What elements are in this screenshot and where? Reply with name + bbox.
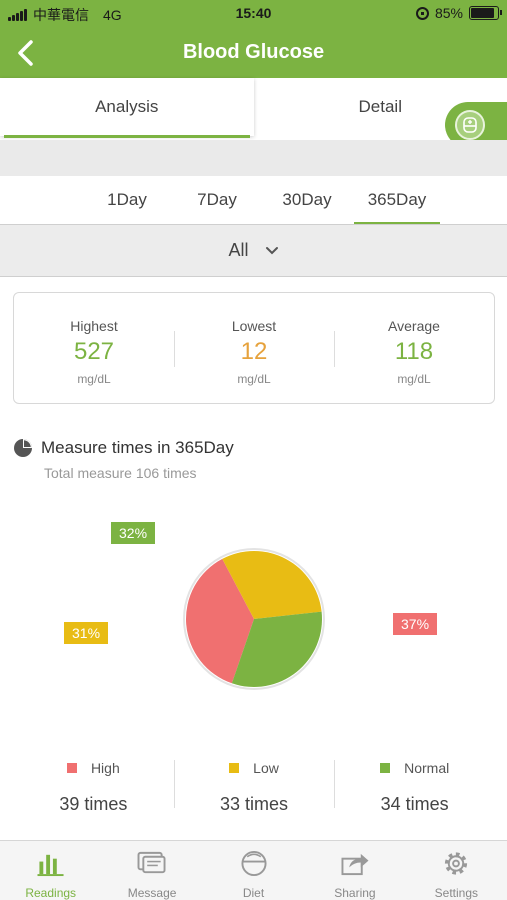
- carrier-name: 中華電信: [33, 7, 89, 23]
- pie-slice-high: [186, 558, 254, 684]
- period-1day[interactable]: 1Day: [107, 190, 147, 209]
- tab-detail[interactable]: Detail: [358, 97, 402, 116]
- share-icon: [341, 853, 369, 876]
- battery-icon: [469, 6, 502, 20]
- legend-count: 33 times: [219, 794, 289, 814]
- legend-count: 34 times: [380, 794, 449, 814]
- bar-chart-icon: [37, 854, 64, 877]
- stat-label: Lowest: [231, 318, 277, 334]
- network-type: 4G: [103, 7, 122, 23]
- clock: 15:40: [235, 5, 272, 21]
- pie-slice-normal: [231, 611, 322, 687]
- nav-sharing[interactable]: Sharing: [304, 841, 405, 900]
- battery-percent: 85%: [434, 5, 463, 21]
- message-icon: [137, 851, 166, 874]
- rotation-lock-icon: [415, 6, 429, 20]
- stat-unit: mg/dL: [237, 372, 271, 386]
- filter-dropdown[interactable]: All: [0, 224, 507, 277]
- stat-unit: mg/dL: [77, 372, 111, 386]
- period-30day[interactable]: 30Day: [282, 190, 332, 209]
- pie-slice-low: [222, 551, 322, 619]
- signal-icon: [8, 9, 27, 21]
- stat-value: 118: [394, 338, 434, 365]
- legend-high: High 39 times: [13, 752, 174, 824]
- measure-header: Measure times in 365Day: [13, 438, 234, 458]
- stat-average: Average 118 mg/dL: [334, 293, 494, 403]
- measure-title: Measure times in 365Day: [41, 438, 234, 457]
- nav-readings[interactable]: Readings: [0, 841, 101, 900]
- pie-chart-area: 37% 31% 32%: [0, 500, 507, 730]
- percent-label-low: 31%: [64, 622, 109, 644]
- stat-lowest: Lowest 12 mg/dL: [174, 293, 334, 403]
- nav-label: Readings: [25, 886, 77, 900]
- percent-label-high: 37%: [393, 613, 438, 635]
- chevron-left-icon: [18, 40, 33, 66]
- legend-swatch: [66, 763, 77, 773]
- nav-diet[interactable]: Diet: [203, 841, 304, 900]
- pie-chart: [183, 548, 325, 690]
- measure-subtitle: Total measure 106 times: [44, 465, 197, 481]
- chevron-down-icon: [265, 246, 278, 254]
- pie-chart-icon: [14, 439, 32, 457]
- legend-swatch: [229, 763, 240, 773]
- nav-message[interactable]: Message: [101, 841, 202, 900]
- stat-label: Average: [388, 318, 440, 334]
- status-bar: 中華電信 4G 15:40 85%: [0, 0, 507, 28]
- pie-legend: High 39 times Low 33 times Normal 34 tim…: [13, 752, 495, 824]
- legend-count: 39 times: [59, 794, 128, 814]
- legend-low: Low 33 times: [173, 752, 335, 824]
- tab-analysis[interactable]: Analysis: [0, 78, 254, 138]
- diet-icon: [240, 850, 267, 877]
- page-title: Blood Glucose: [182, 41, 325, 63]
- tab-shadow-band: [0, 140, 507, 176]
- stat-value: 527: [73, 338, 115, 365]
- legend-normal: Normal 34 times: [334, 752, 495, 824]
- legend-swatch: [380, 763, 391, 773]
- legend-label: High: [90, 760, 120, 776]
- stat-highest: Highest 527 mg/dL: [14, 293, 174, 403]
- gear-icon: [445, 852, 468, 875]
- back-button[interactable]: [10, 36, 44, 70]
- stat-value: 12: [240, 338, 268, 365]
- nav-label: Diet: [242, 886, 265, 900]
- period-365day[interactable]: 365Day: [352, 180, 442, 224]
- nav-label: Sharing: [334, 886, 376, 900]
- legend-label: Normal: [404, 760, 450, 776]
- stat-label: Highest: [70, 318, 118, 334]
- stats-card: Highest 527 mg/dL Lowest 12 mg/dL Averag…: [13, 292, 495, 404]
- meter-icon: [455, 110, 485, 140]
- nav-settings[interactable]: Settings: [406, 841, 507, 900]
- bottom-tab-bar: Readings Message Diet Sharing Settin: [0, 840, 507, 900]
- nav-label: Message: [127, 886, 177, 900]
- nav-label: Settings: [434, 886, 478, 900]
- period-7day[interactable]: 7Day: [197, 190, 237, 209]
- period-selector: 1Day 7Day 30Day 365Day: [82, 180, 442, 224]
- view-tabs: Analysis Detail: [0, 78, 507, 140]
- navigation-bar: Blood Glucose: [0, 28, 507, 78]
- percent-label-normal: 32%: [111, 522, 156, 544]
- stat-unit: mg/dL: [397, 372, 431, 386]
- legend-label: Low: [253, 760, 279, 776]
- filter-value: All: [228, 240, 249, 260]
